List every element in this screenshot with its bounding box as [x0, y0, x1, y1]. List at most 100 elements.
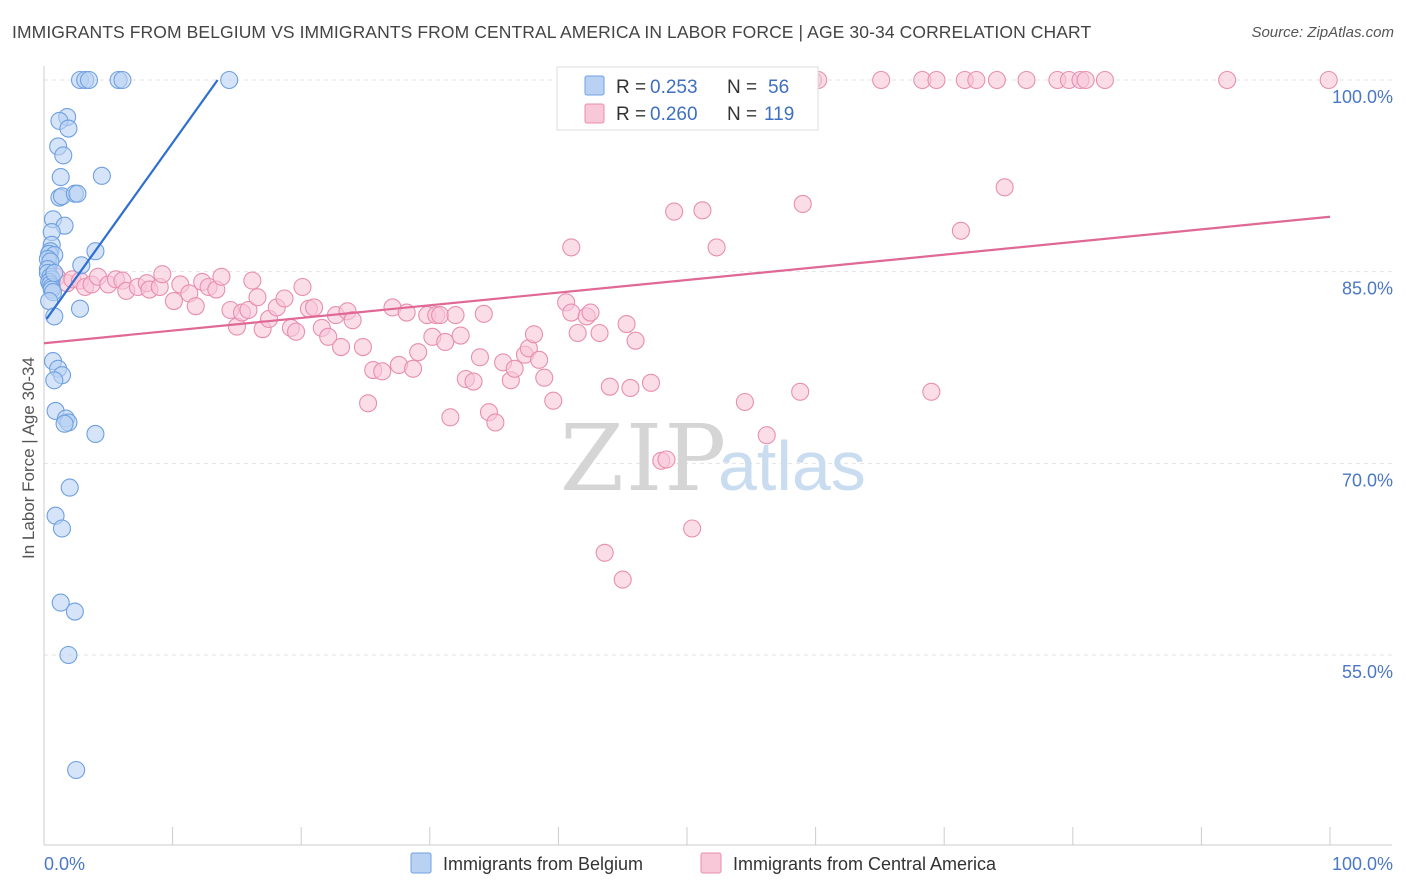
series-0-point-52	[52, 519, 72, 538]
series-1-point-121	[922, 382, 941, 401]
series-1-point-112	[641, 373, 661, 392]
series-0-point-49	[86, 424, 105, 443]
series-1-point-19	[793, 194, 812, 213]
series-1-point-73	[373, 362, 392, 381]
series-1-point-61	[293, 277, 312, 297]
series-1-point-54	[248, 288, 267, 307]
series-1-point-111	[626, 331, 645, 350]
series-1-point-115	[683, 519, 702, 538]
series-0-points	[38, 70, 239, 780]
source-label: Source: ZipAtlas.com	[1251, 24, 1394, 41]
series-1-point-20	[693, 201, 712, 220]
series-1-point-52	[239, 300, 258, 320]
series-0-point-53	[51, 593, 70, 612]
trend-lines	[43, 79, 1331, 345]
series-0-point-39	[70, 299, 90, 318]
series-1-point-83	[436, 332, 455, 351]
stats-n-label-central-america: N =	[727, 104, 757, 125]
x-tick-label-0: 0.0%	[44, 854, 85, 874]
series-1-point-9	[1017, 70, 1036, 90]
series-1-point-58	[275, 289, 294, 308]
series-0-point-55	[59, 645, 78, 665]
series-1-point-15	[1218, 70, 1237, 90]
watermark: ZIP atlas	[560, 405, 866, 512]
series-1-point-3	[872, 70, 891, 90]
series-1-point-100	[535, 368, 554, 387]
x-tick-label-1: 100.0%	[1332, 854, 1393, 874]
series-1-point-116	[613, 570, 632, 589]
stats-n-value-central-america: 119	[764, 104, 794, 125]
series-1-point-14	[1095, 70, 1114, 90]
series-0-trend-line	[45, 79, 219, 320]
series-1-point-65	[319, 327, 338, 346]
series-1-point-71	[359, 394, 378, 413]
series-1-point-98	[524, 325, 544, 344]
watermark-atlas: atlas	[718, 427, 866, 505]
series-1-point-77	[404, 359, 423, 378]
y-axis-label: In Labor Force | Age 30-34	[19, 357, 38, 559]
y-tick-label-1: 85.0%	[1342, 279, 1393, 299]
series-1-point-92	[486, 413, 505, 432]
y-tick-label-2: 70.0%	[1342, 470, 1393, 490]
series-1-point-85	[446, 306, 465, 325]
series-1-point-48	[212, 267, 231, 286]
series-0-point-44	[45, 371, 64, 390]
stats-n-value-belgium: 56	[768, 77, 789, 98]
x-tick-labels: 0.0% 100.0%	[44, 854, 1393, 874]
series-1-point-109	[617, 315, 636, 334]
series-1-point-69	[343, 311, 362, 330]
series-0-point-2	[79, 70, 99, 90]
series-1-point-82	[431, 306, 450, 325]
y-tick-labels: 100.0% 85.0% 70.0% 55.0%	[1332, 87, 1393, 682]
y-tick-label-0: 100.0%	[1332, 87, 1393, 107]
series-1-trend-line	[43, 215, 1331, 345]
chart-title: IMMIGRANTS FROM BELGIUM VS IMMIGRANTS FR…	[12, 22, 1092, 42]
series-1-point-117	[595, 543, 614, 562]
stats-r-label-belgium: R =	[616, 77, 646, 98]
series-1-point-118	[735, 392, 754, 412]
series-1-point-88	[464, 372, 483, 391]
series-1-point-13	[1076, 70, 1095, 90]
series-1-point-70	[353, 338, 372, 357]
series-0-point-16	[68, 184, 87, 203]
series-0-point-56	[67, 760, 86, 780]
series-1-point-18	[995, 178, 1014, 197]
series-1-point-7	[967, 70, 986, 90]
axes	[43, 66, 1392, 846]
series-1-point-103	[562, 303, 581, 322]
stats-r-value-belgium: 0.253	[650, 77, 698, 98]
series-1-point-90	[474, 304, 493, 323]
series-1-point-23	[562, 238, 581, 257]
series-1-point-99	[530, 350, 549, 369]
series-1-point-114	[657, 450, 676, 469]
legend-swatch-belgium	[410, 852, 432, 874]
legend-swatch-central-america	[700, 852, 722, 874]
series-1-point-110	[621, 378, 640, 397]
series-1-point-16	[1319, 70, 1338, 90]
stats-swatch-belgium	[584, 75, 605, 96]
series-1-point-119	[757, 426, 776, 445]
series-1-point-101	[544, 391, 563, 410]
series-0-point-12	[92, 166, 111, 185]
series-1-point-84	[441, 408, 460, 427]
series-1-point-78	[409, 343, 428, 362]
series-1-point-8	[987, 70, 1006, 90]
series-1-point-86	[451, 326, 470, 345]
series-1-point-107	[590, 323, 609, 343]
series-0-point-5	[220, 70, 239, 90]
series-0-point-27	[72, 256, 91, 275]
series-0-point-54	[65, 602, 84, 621]
series-0-point-36	[45, 263, 64, 282]
series-1-point-53	[243, 271, 262, 290]
grid-lines	[44, 79, 1392, 656]
series-1-point-106	[581, 303, 600, 322]
series-1-point-24	[707, 238, 726, 257]
series-0-point-50	[60, 478, 79, 497]
legend-label-belgium: Immigrants from Belgium	[443, 854, 643, 874]
series-0-point-48	[55, 414, 74, 433]
y-tick-label-3: 55.0%	[1342, 662, 1393, 682]
series-0-point-4	[113, 70, 132, 90]
series-1-point-63	[305, 298, 324, 317]
bottom-legend: Immigrants from Belgium Immigrants from …	[410, 852, 997, 874]
